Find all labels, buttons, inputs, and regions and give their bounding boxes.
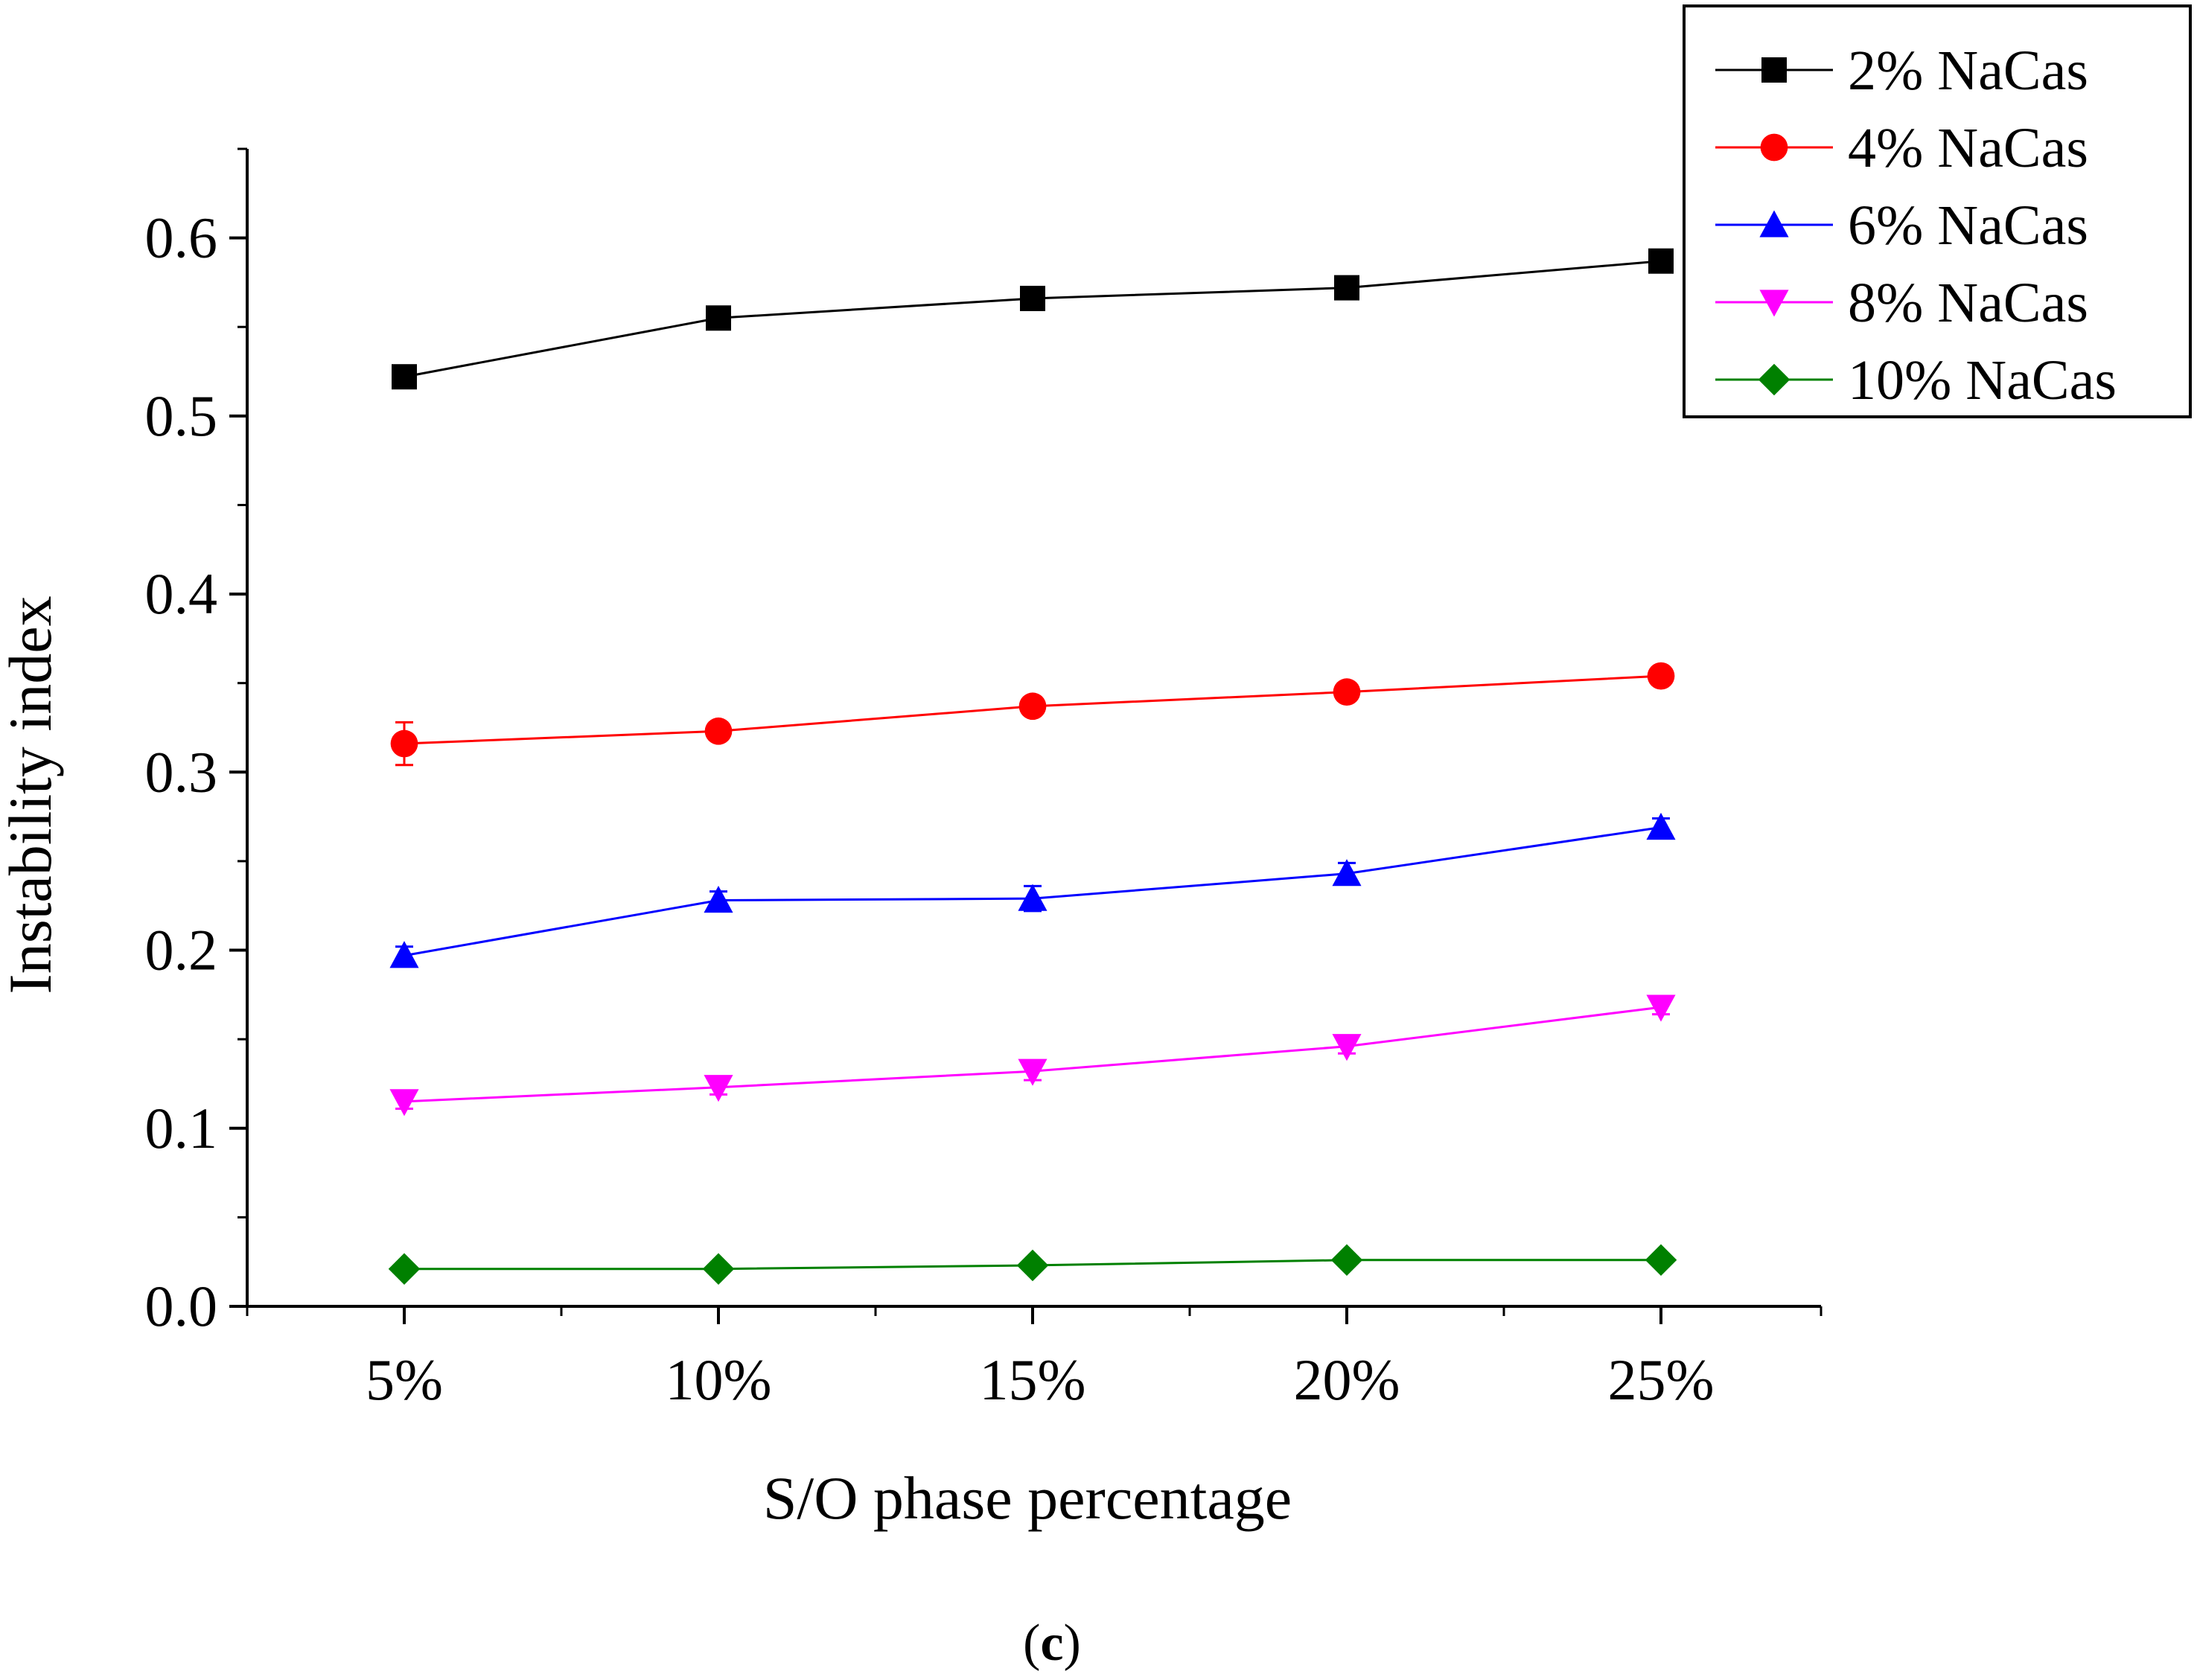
data-point (1647, 662, 1675, 690)
series-line (404, 260, 1662, 378)
x-axis-title: S/O phase percentage (763, 1464, 1292, 1532)
data-point (1332, 859, 1362, 887)
x-tick-label: 25% (1608, 1347, 1715, 1412)
legend-marker (1759, 290, 1789, 317)
legend-label: 10% NaCas (1848, 349, 2117, 412)
legend: 2% NaCas 4% NaCas 6% NaCas 8% NaCas 10% NaCa… (1683, 4, 2192, 418)
legend-label: 6% NaCas (1848, 194, 2088, 257)
x-tick-label: 20% (1294, 1347, 1400, 1412)
y-tick-label: 0.1 (145, 1096, 218, 1160)
legend-marker (1760, 133, 1788, 162)
data-point (1332, 1034, 1362, 1061)
data-point (704, 886, 733, 913)
caption-close-paren: ) (1064, 1614, 1081, 1672)
data-point (1018, 1058, 1048, 1086)
legend-label: 8% NaCas (1848, 272, 2088, 334)
data-point (1646, 994, 1676, 1022)
data-point (704, 1075, 733, 1102)
legend-label: 4% NaCas (1848, 117, 2088, 179)
legend-item: 8% NaCas (1715, 272, 2088, 334)
data-point (1020, 285, 1045, 311)
data-point (1334, 275, 1359, 301)
caption-open-paren: ( (1023, 1614, 1040, 1672)
y-tick-label: 0.5 (145, 383, 218, 448)
legend-marker (1758, 363, 1791, 396)
data-point (1018, 692, 1047, 721)
data-point (702, 1253, 735, 1285)
data-point (388, 1253, 421, 1285)
legend-label: 2% NaCas (1848, 39, 2088, 102)
y-tick-label: 0.2 (145, 918, 218, 983)
series-10-nacas (388, 1244, 1677, 1285)
data-point (1646, 812, 1676, 840)
data-point (1016, 1249, 1049, 1282)
y-axis-title: Instability index (0, 595, 64, 994)
caption-letter: c (1040, 1614, 1063, 1672)
figure-caption: (c) (1023, 1614, 1081, 1672)
legend-marker (1759, 210, 1789, 237)
data-point (706, 305, 731, 331)
data-point (704, 717, 733, 745)
series-4-nacas (390, 662, 1675, 767)
x-tick-label: 5% (366, 1347, 443, 1412)
legend-item: 2% NaCas (1715, 39, 2088, 102)
x-tick-label: 10% (666, 1347, 772, 1412)
y-tick-label: 0.0 (145, 1274, 218, 1338)
data-point (1333, 678, 1361, 706)
legend-item: 6% NaCas (1715, 194, 2088, 257)
data-point (389, 941, 419, 968)
series-2-nacas (392, 248, 1674, 390)
x-tick-label: 15% (980, 1347, 1086, 1412)
legend-marker (1761, 57, 1787, 83)
data-point (1330, 1244, 1363, 1277)
plot-series (388, 248, 1677, 1285)
data-point (1645, 1244, 1677, 1277)
series-8-nacas (389, 994, 1676, 1117)
data-point (1018, 884, 1048, 911)
legend-item: 10% NaCas (1715, 349, 2117, 412)
data-point (1648, 248, 1674, 274)
y-tick-label: 0.3 (145, 739, 218, 804)
legend-item: 4% NaCas (1715, 117, 2088, 179)
y-tick-label: 0.4 (145, 561, 218, 626)
data-point (392, 364, 417, 390)
y-tick-label: 0.6 (145, 205, 218, 270)
data-point (389, 1089, 419, 1117)
data-point (390, 729, 418, 758)
series-6-nacas (389, 812, 1676, 968)
axes: 0.0 0.1 0.2 0.3 0.4 0.5 0.6 5% 10% 15% 20% 25% (145, 147, 1823, 1412)
series-line (404, 1006, 1662, 1103)
